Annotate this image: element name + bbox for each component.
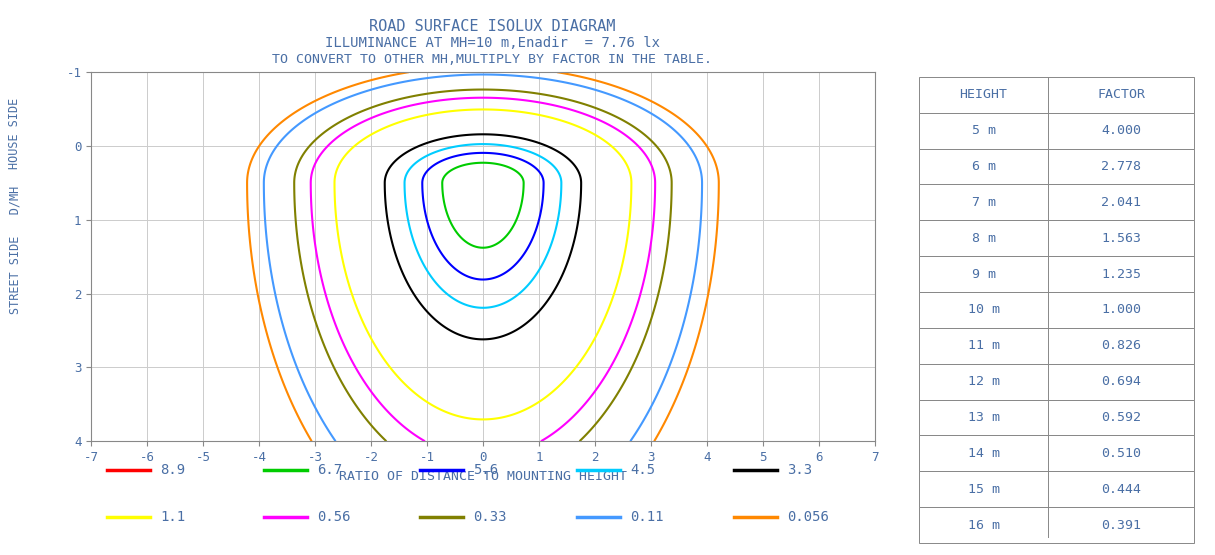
Text: 3.3: 3.3 xyxy=(787,463,812,477)
Text: 8 m: 8 m xyxy=(972,231,995,245)
Text: 1.1: 1.1 xyxy=(160,510,185,524)
Text: 2.778: 2.778 xyxy=(1101,160,1141,173)
Text: 1.235: 1.235 xyxy=(1101,268,1141,280)
Text: 7 m: 7 m xyxy=(972,196,995,209)
Text: 0.444: 0.444 xyxy=(1101,483,1141,496)
Text: 6 m: 6 m xyxy=(972,160,995,173)
X-axis label: RATIO OF DISTANCE TO MOUNTING HEIGHT: RATIO OF DISTANCE TO MOUNTING HEIGHT xyxy=(339,470,627,482)
Text: 8.9: 8.9 xyxy=(160,463,185,477)
Text: 12 m: 12 m xyxy=(967,375,1000,388)
Text: 0.592: 0.592 xyxy=(1101,411,1141,424)
Text: 15 m: 15 m xyxy=(967,483,1000,496)
Text: 10 m: 10 m xyxy=(967,304,1000,316)
Text: 0.826: 0.826 xyxy=(1101,339,1141,352)
Text: 5.6: 5.6 xyxy=(474,463,498,477)
Bar xyxy=(919,507,1194,543)
Text: 1.000: 1.000 xyxy=(1101,304,1141,316)
Text: 13 m: 13 m xyxy=(967,411,1000,424)
Text: 5 m: 5 m xyxy=(972,124,995,137)
Text: 9 m: 9 m xyxy=(972,268,995,280)
Bar xyxy=(919,436,1194,471)
Bar xyxy=(919,220,1194,256)
Text: ILLUMINANCE AT MH=10 m,Enadir  = 7.76 lx: ILLUMINANCE AT MH=10 m,Enadir = 7.76 lx xyxy=(324,36,660,50)
Text: 0.391: 0.391 xyxy=(1101,518,1141,532)
Text: ROAD SURFACE ISOLUX DIAGRAM: ROAD SURFACE ISOLUX DIAGRAM xyxy=(369,19,615,34)
Bar xyxy=(919,113,1194,149)
Bar xyxy=(919,364,1194,400)
Bar xyxy=(919,256,1194,292)
Text: 14 m: 14 m xyxy=(967,447,1000,460)
Text: 1.563: 1.563 xyxy=(1101,231,1141,245)
Bar xyxy=(919,400,1194,436)
Text: 11 m: 11 m xyxy=(967,339,1000,352)
Text: FACTOR: FACTOR xyxy=(1097,88,1145,101)
Text: 4.5: 4.5 xyxy=(631,463,655,477)
Text: 0.33: 0.33 xyxy=(474,510,507,524)
Text: HOUSE SIDE: HOUSE SIDE xyxy=(9,98,21,169)
Bar xyxy=(919,149,1194,184)
Text: HEIGHT: HEIGHT xyxy=(960,88,1007,101)
Text: STREET SIDE   D/MH: STREET SIDE D/MH xyxy=(9,185,21,314)
Bar xyxy=(919,471,1194,507)
Text: 0.694: 0.694 xyxy=(1101,375,1141,388)
Bar xyxy=(919,328,1194,364)
Text: 16 m: 16 m xyxy=(967,518,1000,532)
Text: 0.11: 0.11 xyxy=(631,510,663,524)
Text: 6.7: 6.7 xyxy=(317,463,341,477)
Text: TO CONVERT TO OTHER MH,MULTIPLY BY FACTOR IN THE TABLE.: TO CONVERT TO OTHER MH,MULTIPLY BY FACTO… xyxy=(272,53,712,65)
Bar xyxy=(919,184,1194,220)
Text: 0.056: 0.056 xyxy=(787,510,829,524)
Bar xyxy=(919,292,1194,328)
Text: 4.000: 4.000 xyxy=(1101,124,1141,137)
Text: 0.56: 0.56 xyxy=(317,510,350,524)
Text: 2.041: 2.041 xyxy=(1101,196,1141,209)
Bar xyxy=(919,77,1194,113)
Text: 0.510: 0.510 xyxy=(1101,447,1141,460)
